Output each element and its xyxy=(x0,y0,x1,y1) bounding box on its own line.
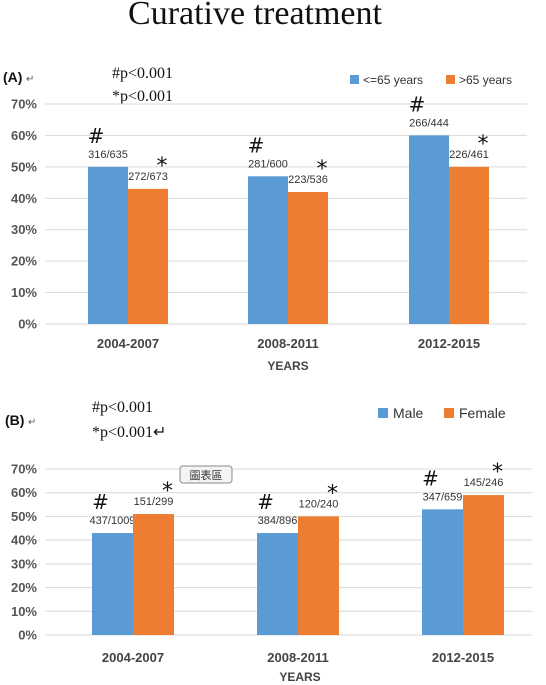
panel-a-bar xyxy=(409,135,449,324)
panel-a-category-label: 2012-2015 xyxy=(418,336,480,351)
panel-a-y-tick-label: 50% xyxy=(11,159,37,174)
panel-a-note-hash: #p<0.001 xyxy=(112,65,173,82)
panel-a: (A) ↵ #p<0.001 *p<0.001 0% 10% 20% 30% 40% 50… xyxy=(3,65,527,373)
panel-a-bar xyxy=(248,176,288,324)
legend-swatch-male xyxy=(378,408,388,418)
panel-b-y-ticks: 0% 10% 20% 30% 40% 50% 60% 70% xyxy=(11,462,37,643)
panel-b-data-label: 145/246 xyxy=(464,477,504,489)
panel-a-data-label: 272/673 xyxy=(128,171,168,183)
panel-b-data-label: 120/240 xyxy=(299,498,339,510)
panel-b-data-label: 437/1009 xyxy=(90,515,136,527)
panel-a-bar xyxy=(128,188,168,324)
panel-a-significance-marker: * xyxy=(478,132,489,157)
panel-b-bars: 437/1009# 151/299*384/896# 120/240* 347/659… xyxy=(90,460,504,635)
panel-b-bar xyxy=(257,533,298,635)
panel-a-data-label: 223/536 xyxy=(288,174,328,186)
panel-b-data-label: 151/299 xyxy=(134,496,174,508)
panel-a-x-axis-label: YEARS xyxy=(267,359,308,373)
panel-b-category-label: 2004-2007 xyxy=(102,650,164,665)
panel-a-data-label: 281/600 xyxy=(248,158,288,170)
panel-b-bar xyxy=(298,516,339,635)
panel-a-significance-marker: # xyxy=(88,124,105,148)
panel-b-bar xyxy=(133,514,174,635)
panel-b-y-tick-label: 50% xyxy=(11,509,37,524)
panel-a-bar xyxy=(88,166,128,324)
panel-a-y-tick-label: 30% xyxy=(11,222,37,237)
panel-a-bar xyxy=(449,166,489,324)
panel-a-note-star: *p<0.001 xyxy=(112,88,173,105)
panel-b-data-label: 347/659 xyxy=(423,491,463,503)
legend-label-gt65: >65 years xyxy=(459,73,512,87)
panel-b-y-tick-label: 30% xyxy=(11,556,37,571)
panel-a-legend: <=65 years >65 years xyxy=(350,73,512,87)
panel-a-label: (A) xyxy=(3,69,22,85)
panel-b-significance-marker: * xyxy=(162,479,173,504)
chart-title: Curative treatment xyxy=(128,0,383,32)
panel-b-significance-marker: # xyxy=(92,490,109,514)
panel-a-categories: 2004-2007 2008-2011 2012-2015 xyxy=(97,336,480,351)
panel-b-significance-marker: # xyxy=(257,490,274,514)
panel-b-data-label: 384/896 xyxy=(258,515,298,527)
panel-a-significance-marker: # xyxy=(409,92,426,116)
legend-label-female: Female xyxy=(459,405,506,421)
chart-area-tooltip[interactable]: 圖表區 xyxy=(179,465,233,484)
chart-area-tooltip-text: 圖表區 xyxy=(190,468,223,482)
panel-b-category-label: 2008-2011 xyxy=(267,650,328,665)
panel-a-bars: 316/635#272/673* 281/600#223/536*266/444#… xyxy=(88,92,489,324)
panel-a-y-tick-label: 60% xyxy=(11,128,37,143)
panel-a-data-label: 226/461 xyxy=(449,149,489,161)
panel-b-y-tick-label: 60% xyxy=(11,485,37,500)
panel-b-y-tick-label: 40% xyxy=(11,533,37,548)
panel-b-y-tick-label: 0% xyxy=(18,628,37,643)
panel-b-y-tick-label: 10% xyxy=(11,604,37,619)
panel-a-category-label: 2004-2007 xyxy=(97,336,159,351)
panel-b-bar xyxy=(92,533,133,635)
panel-a-significance-marker: # xyxy=(248,133,265,157)
panel-b: (B) ↵ #p<0.001 *p<0.001↵ 0% 10% 20% 30% 40% 5… xyxy=(5,399,532,684)
panel-a-y-tick-label: 40% xyxy=(11,191,37,206)
panel-a-y-tick-label: 0% xyxy=(18,317,37,332)
legend-swatch-gt65 xyxy=(446,75,455,84)
panel-b-y-tick-label: 70% xyxy=(11,462,37,477)
panel-a-y-tick-label: 70% xyxy=(11,97,37,112)
panel-a-mark: ↵ xyxy=(26,74,34,85)
panel-b-x-axis-label: YEARS xyxy=(279,670,320,684)
panel-b-bar xyxy=(422,509,463,635)
legend-swatch-female xyxy=(444,408,454,418)
panel-b-legend: Male Female xyxy=(378,405,506,421)
panel-a-y-ticks: 0% 10% 20% 30% 40% 50% 60% 70% xyxy=(11,97,37,332)
panel-b-note-star: *p<0.001↵ xyxy=(92,424,166,441)
panel-b-significance-marker: * xyxy=(327,481,338,506)
panel-a-category-label: 2008-2011 xyxy=(257,336,318,351)
legend-label-le65: <=65 years xyxy=(363,73,423,87)
panel-b-significance-marker: * xyxy=(492,460,503,485)
panel-a-y-tick-label: 20% xyxy=(11,254,37,269)
panel-b-categories: 2004-2007 2008-2011 2012-2015 xyxy=(102,650,494,665)
panel-b-label: (B) xyxy=(5,412,24,428)
panel-a-bar xyxy=(288,192,328,324)
panel-b-bar xyxy=(463,495,504,635)
legend-swatch-le65 xyxy=(350,75,359,84)
panel-a-significance-marker: * xyxy=(157,154,168,179)
panel-b-category-label: 2012-2015 xyxy=(432,650,494,665)
panel-a-significance-marker: * xyxy=(317,157,328,182)
panel-b-note-hash: #p<0.001 xyxy=(92,399,153,416)
panel-a-data-label: 316/635 xyxy=(88,149,128,161)
panel-b-significance-marker: # xyxy=(422,466,439,490)
panel-b-y-tick-label: 20% xyxy=(11,580,37,595)
panel-b-mark: ↵ xyxy=(28,417,36,428)
panel-a-data-label: 266/444 xyxy=(409,117,449,129)
legend-label-male: Male xyxy=(393,405,424,421)
panel-a-y-tick-label: 10% xyxy=(11,285,37,300)
